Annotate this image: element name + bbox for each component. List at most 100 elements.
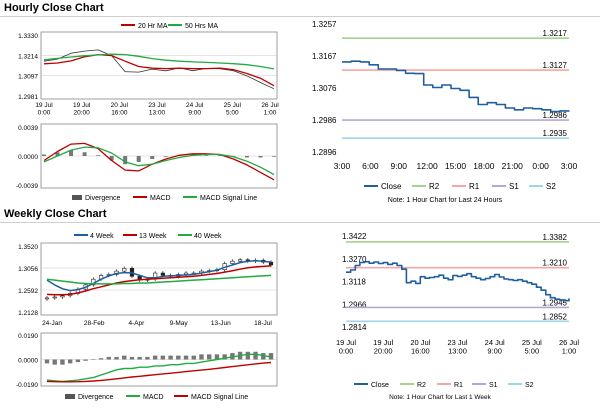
- x-tick-label: 0:00: [532, 161, 549, 171]
- divergence-bar: [129, 356, 135, 360]
- weekly-section-title: Weekly Close Chart: [4, 208, 107, 220]
- series-macd: [43, 142, 275, 181]
- hourly-macd-chart: 0.0039 0.0000 -0.0039 Divergence MACD MACD…: [16, 123, 278, 202]
- weekly-section-line: [0, 222, 600, 223]
- weekly-price-chart: 4 Week 13 Week 40 Week 1.3520 1.3056 1.259…: [18, 233, 278, 327]
- divergence-bar: [163, 156, 168, 157]
- legend-close-label: Close: [371, 382, 389, 389]
- y-tick-label: 1.3076: [312, 84, 337, 93]
- x-tick-label: 3:00: [561, 161, 578, 171]
- weekly-macd-chart: 0.0190 0.0000 -0.0190 Divergence MACD MACD…: [16, 332, 278, 401]
- divergence-bar: [55, 152, 60, 156]
- x-tick-label: 28-Feb: [84, 320, 105, 327]
- x-tick-label: 13-Jun: [211, 320, 231, 327]
- x-tick-label-time: 20:00: [74, 110, 91, 117]
- weekly-price-legend: 4 Week 13 Week 40 Week: [74, 233, 222, 240]
- x-tick-label: 20 Jul: [410, 338, 430, 347]
- hourly-price-legend: 20 Hr MA 50 Hrs MA: [121, 23, 218, 30]
- y-tick-label: 1.3422: [342, 232, 367, 241]
- legend-20hr-ma-label: 20 Hr MA: [138, 23, 168, 30]
- series-50-hrs-ma: [43, 53, 275, 70]
- weekly-levels-note: Note: 1 Hour Chart for Last 1 Week: [389, 394, 492, 401]
- y-tick-label: 1.2128: [18, 310, 38, 317]
- series-close: [346, 260, 570, 302]
- candle-body: [122, 267, 127, 272]
- legend-macd-label: MACD: [143, 394, 164, 401]
- x-tick-label-time: 16:00: [411, 347, 430, 356]
- series-close: [43, 49, 275, 90]
- divergence-bar: [83, 359, 88, 361]
- weekly-macd-legend: Divergence MACD MACD Signal Line: [65, 394, 248, 401]
- series-macd-signal-line: [43, 146, 275, 176]
- divergence-bar: [44, 359, 50, 364]
- divergence-bar: [150, 156, 155, 159]
- x-tick-label: 9-May: [170, 320, 189, 327]
- legend-signal-label: MACD Signal Line: [191, 394, 248, 401]
- divergence-bar: [60, 359, 65, 365]
- legend-close-label: Close: [381, 182, 402, 191]
- x-tick-label: 24 Jul: [186, 102, 204, 109]
- legend-s2-label: S2: [546, 182, 556, 191]
- x-tick-label: 19 Jul: [35, 102, 53, 109]
- x-tick-label-time: 20:00: [374, 347, 393, 356]
- divergence-bar: [122, 355, 127, 360]
- legend-divergence-label: Divergence: [85, 195, 121, 202]
- legend-s1-label: S1: [489, 382, 498, 389]
- x-tick-label: 23 Jul: [148, 102, 166, 109]
- divergence-bar: [222, 354, 227, 360]
- legend-50hrs-ma-label: 50 Hrs MA: [185, 23, 218, 30]
- x-tick-label: 25 Jul: [522, 338, 542, 347]
- divergence-bar: [168, 355, 173, 360]
- x-tick-label: 19 Jul: [73, 102, 91, 109]
- x-tick-label-time: 9:00: [487, 347, 502, 356]
- candle-body: [44, 297, 50, 300]
- series-20-hr-ma: [43, 53, 275, 87]
- x-tick-label-time: 0:00: [38, 110, 51, 117]
- series-macd-signal-line: [46, 361, 272, 383]
- divergence-bar: [91, 359, 96, 360]
- y-tick-label: 1.2592: [18, 288, 38, 295]
- x-tick-label: 26 Jul: [261, 102, 279, 109]
- divergence-bar: [42, 154, 46, 156]
- x-tick-label: 24 Jul: [485, 338, 505, 347]
- x-tick-label: 6:00: [362, 161, 379, 171]
- legend-r2-label: R2: [417, 382, 426, 389]
- divergence-bar: [244, 156, 249, 158]
- y-tick-label: 1.3214: [18, 53, 38, 60]
- legend-macd-label: MACD: [150, 195, 171, 202]
- x-tick-label-time: 1:00: [264, 110, 277, 117]
- level-value-r2: 1.3217: [543, 29, 568, 38]
- y-tick-label: 1.3270: [342, 255, 367, 264]
- x-tick-label: 19 Jul: [336, 338, 356, 347]
- divergence-bar: [272, 156, 276, 157]
- x-tick-label: 18-Jul: [254, 320, 272, 327]
- y-tick-label: 0.0039: [18, 125, 38, 132]
- divergence-bar: [204, 155, 209, 156]
- hourly-levels-chart: 1.3257 1.3167 1.3076 1.2986 1.2896 1.3217 1.31…: [312, 20, 578, 204]
- x-tick-label: 20 Jul: [111, 102, 129, 109]
- y-tick-label: 1.3097: [18, 74, 38, 81]
- level-value-r2: 1.3382: [543, 233, 568, 242]
- divergence-bar: [136, 156, 141, 162]
- series-close: [342, 60, 570, 113]
- divergence-bar: [191, 355, 196, 360]
- series-40-week: [46, 274, 272, 285]
- hourly-price-frame: [40, 31, 278, 100]
- divergence-bar: [245, 351, 251, 360]
- x-tick-label: 25 Jul: [224, 102, 242, 109]
- legend-divergence-label: Divergence: [78, 394, 114, 401]
- candle-body: [268, 261, 274, 266]
- x-tick-label: 15:00: [445, 161, 467, 171]
- candle-body: [160, 272, 165, 276]
- x-tick-label-time: 13:00: [448, 347, 467, 356]
- y-tick-label: 1.2966: [342, 300, 367, 309]
- hourly-section-line: [0, 16, 600, 17]
- x-tick-label-time: 0:00: [339, 347, 354, 356]
- weekly-levels-chart: 1.3422 1.3270 1.3118 1.2966 1.2814 1.3382 1.32…: [336, 232, 579, 401]
- y-tick-label: 0.0190: [18, 333, 38, 340]
- hourly-levels-note: Note: 1 Hour Chart for Last 24 Hours: [388, 197, 503, 204]
- x-tick-label: 26 Jul: [559, 338, 579, 347]
- legend-r1-label: R1: [454, 382, 463, 389]
- x-tick-label-time: 9:00: [188, 110, 201, 117]
- y-tick-label: -0.0190: [16, 382, 38, 389]
